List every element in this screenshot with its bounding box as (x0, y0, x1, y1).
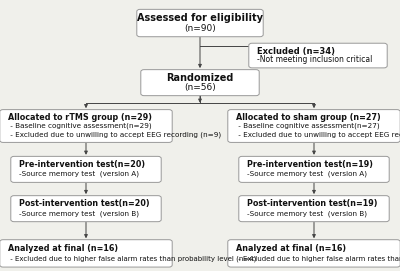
FancyBboxPatch shape (228, 240, 400, 267)
Text: (n=56): (n=56) (184, 83, 216, 92)
FancyBboxPatch shape (0, 240, 172, 267)
Text: - Baseline cognitive assessment(n=29): - Baseline cognitive assessment(n=29) (8, 123, 152, 129)
Text: Pre-intervention test(n=19): Pre-intervention test(n=19) (247, 160, 373, 169)
Text: Assessed for eligibility: Assessed for eligibility (137, 13, 263, 23)
Text: Analyzed at final (n=16): Analyzed at final (n=16) (236, 244, 346, 253)
Text: Randomized: Randomized (166, 73, 234, 83)
Text: - Baseline cognitive assessment(n=27): - Baseline cognitive assessment(n=27) (236, 123, 380, 129)
Text: Allocated to sham group (n=27): Allocated to sham group (n=27) (236, 113, 380, 122)
Text: - Excluded due to higher false alarm rates than probability level (n=3): - Excluded due to higher false alarm rat… (236, 255, 400, 262)
Text: -Source memory test  (version B): -Source memory test (version B) (19, 210, 139, 217)
Text: Post-intervention test(n=20): Post-intervention test(n=20) (19, 199, 150, 208)
Text: -Source memory test  (version A): -Source memory test (version A) (19, 171, 139, 177)
FancyBboxPatch shape (0, 109, 172, 143)
FancyBboxPatch shape (228, 109, 400, 143)
FancyBboxPatch shape (239, 156, 389, 182)
FancyBboxPatch shape (137, 9, 263, 37)
FancyBboxPatch shape (141, 70, 259, 96)
Text: - Excluded due to higher false alarm rates than probability level (n=4): - Excluded due to higher false alarm rat… (8, 255, 256, 262)
Text: Pre-intervention test(n=20): Pre-intervention test(n=20) (19, 160, 145, 169)
FancyBboxPatch shape (249, 43, 387, 68)
Text: -Not meeting inclusion critical: -Not meeting inclusion critical (257, 56, 372, 64)
Text: -Source memory test  (version B): -Source memory test (version B) (247, 210, 367, 217)
Text: Post-intervention test(n=19): Post-intervention test(n=19) (247, 199, 377, 208)
FancyBboxPatch shape (11, 156, 161, 182)
Text: (n=90): (n=90) (184, 24, 216, 33)
FancyBboxPatch shape (11, 196, 161, 222)
Text: Allocated to rTMS group (n=29): Allocated to rTMS group (n=29) (8, 113, 152, 122)
Text: -Source memory test  (version A): -Source memory test (version A) (247, 171, 367, 177)
Text: Analyzed at final (n=16): Analyzed at final (n=16) (8, 244, 118, 253)
Text: - Excluded due to unwilling to accept EEG recording (n=9): - Excluded due to unwilling to accept EE… (8, 131, 221, 138)
FancyBboxPatch shape (239, 196, 389, 222)
Text: Excluded (n=34): Excluded (n=34) (257, 47, 335, 56)
Text: - Excluded due to unwilling to accept EEG recording (n=8): - Excluded due to unwilling to accept EE… (236, 131, 400, 138)
